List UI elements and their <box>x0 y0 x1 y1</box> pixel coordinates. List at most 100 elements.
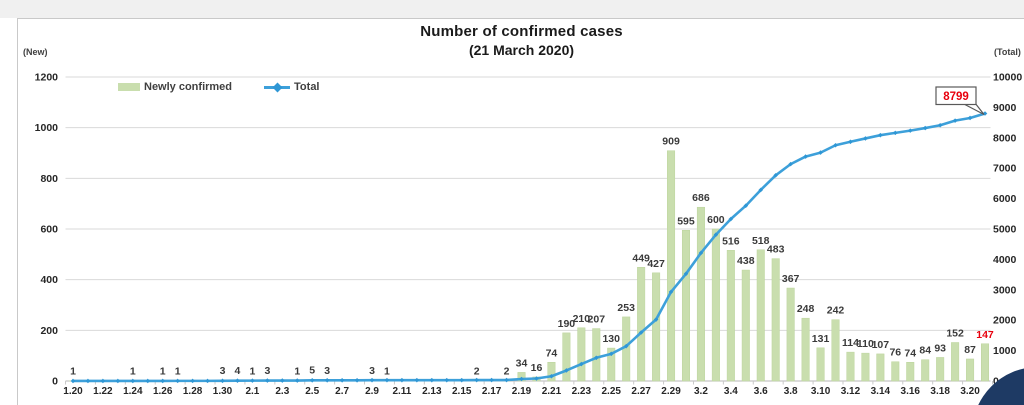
left-axis-labels: 0 200 400 600 800 1000 1200 <box>35 72 59 388</box>
legend-line-swatch-icon <box>264 80 291 94</box>
bar-label-3.4: 516 <box>722 235 740 247</box>
bar-label-2.25: 130 <box>602 333 620 345</box>
x-tick-2.3: 2.3 <box>275 386 289 397</box>
right-tick-7000: 7000 <box>993 163 1017 175</box>
x-tick-3.6: 3.6 <box>754 386 768 397</box>
bar-label-3.8: 367 <box>782 273 800 285</box>
legend-line-label: Total <box>294 81 320 93</box>
bar-label-3.9: 248 <box>797 303 815 315</box>
bar-2.27 <box>637 267 646 382</box>
bar-label-2.5: 5 <box>309 365 315 377</box>
bar-2.29 <box>667 150 676 382</box>
bar-label-2.20: 16 <box>531 362 543 374</box>
x-tick-2.13: 2.13 <box>422 386 442 397</box>
bar-label-1.24: 1 <box>130 366 136 378</box>
left-axis-unit-label: (New) <box>23 47 48 57</box>
left-tick-800: 800 <box>40 173 58 185</box>
x-tick-2.5: 2.5 <box>305 386 319 397</box>
total-callout: 8799 <box>935 86 985 116</box>
bar-3.12 <box>846 351 855 382</box>
bar-2.28 <box>652 272 661 382</box>
bar-label-3.3: 600 <box>707 214 725 226</box>
right-tick-2000: 2000 <box>993 315 1017 327</box>
bar-label-2.6: 3 <box>324 365 330 377</box>
chart-title-line2: (21 March 2020) <box>468 42 575 58</box>
x-tick-2.19: 2.19 <box>512 386 532 397</box>
bar-2.22 <box>562 332 571 382</box>
left-tick-400: 400 <box>40 274 58 286</box>
legend-bar-label: Newly confirmed <box>144 81 233 93</box>
bar-label-2.18: 2 <box>504 365 510 377</box>
x-tick-2.11: 2.11 <box>392 386 411 397</box>
legend-bar-swatch-icon <box>118 83 140 91</box>
right-axis-labels: 0100020003000400050006000700080009000100… <box>993 72 1022 388</box>
x-tick-3.18: 3.18 <box>930 386 950 397</box>
x-tick-2.25: 2.25 <box>602 386 622 397</box>
callout-value: 8799 <box>943 91 969 103</box>
bar-label-2.28: 427 <box>647 258 665 270</box>
bar-3.4 <box>726 250 735 382</box>
bar-label-2.16: 2 <box>474 365 480 377</box>
bar-3.14 <box>876 353 885 382</box>
right-tick-8000: 8000 <box>993 132 1017 144</box>
x-tick-3.8: 3.8 <box>784 386 798 397</box>
x-tick-1.30: 1.30 <box>213 386 233 397</box>
bar-3.17 <box>921 359 930 382</box>
bar-2.25 <box>607 347 616 382</box>
x-tick-2.23: 2.23 <box>572 386 592 397</box>
x-tick-1.26: 1.26 <box>153 386 173 397</box>
bar-3.9 <box>801 317 810 382</box>
bar-3.19 <box>951 342 960 382</box>
bar-3.8 <box>786 287 795 382</box>
bar-label-2.2: 3 <box>264 365 270 377</box>
bar-3.21 <box>981 343 990 382</box>
bar-label-2.19: 34 <box>516 357 528 369</box>
bar-label-3.10: 131 <box>812 333 830 345</box>
bar-label-3.18: 93 <box>934 342 946 354</box>
right-tick-9000: 9000 <box>993 102 1017 114</box>
bar-label-2.1: 1 <box>249 366 255 378</box>
bar-2.21 <box>547 362 556 382</box>
line-markers <box>70 111 988 384</box>
bar-label-2.9: 3 <box>369 365 375 377</box>
bar-label-1.26: 1 <box>160 366 166 378</box>
bar-label-3.6: 518 <box>752 235 770 247</box>
bar-label-3.2: 686 <box>692 192 710 204</box>
chart-container: Number of confirmed cases (21 March 2020… <box>17 18 1024 405</box>
left-tick-1000: 1000 <box>35 122 59 134</box>
x-tick-2.1: 2.1 <box>245 386 259 397</box>
bar-label-3.20: 87 <box>964 344 976 356</box>
bar-label-3.7: 483 <box>767 244 785 256</box>
bar-label-1.27: 1 <box>175 366 181 378</box>
bar-3.11 <box>831 319 840 382</box>
bar-label-3.1: 595 <box>677 215 695 227</box>
bar-labels: 1 1 1 1 3 4 1 3 1 5 3 3 1 2 234 16741902102071302534494… <box>70 136 994 378</box>
x-tick-1.28: 1.28 <box>183 386 203 397</box>
x-tick-2.21: 2.21 <box>542 386 562 397</box>
right-tick-5000: 5000 <box>993 224 1017 236</box>
right-tick-10000: 10000 <box>993 72 1022 84</box>
bar-3.1 <box>681 230 690 382</box>
bar-label-3.19: 152 <box>946 327 964 339</box>
bar-label-2.10: 1 <box>384 366 390 378</box>
bar-2.24 <box>592 328 601 382</box>
bar-label-2.24: 207 <box>588 314 606 326</box>
bar-label-2.27: 449 <box>632 252 650 264</box>
x-tick-3.4: 3.4 <box>724 386 738 397</box>
right-axis-unit-label: (Total) <box>994 47 1021 57</box>
x-axis-labels: 1.20 1.22 1.24 1.26 1.28 1.30 2.1 2.3 2.5 2.7 2.9 2… <box>63 386 980 397</box>
bar-label-1.20: 1 <box>70 366 76 378</box>
bar-3.18 <box>936 357 945 382</box>
x-tick-3.2: 3.2 <box>694 386 708 397</box>
bar-3.13 <box>861 352 870 382</box>
bar-3.16 <box>906 362 915 382</box>
x-tick-2.9: 2.9 <box>365 386 379 397</box>
right-tick-1000: 1000 <box>993 345 1017 357</box>
bar-3.5 <box>741 269 750 382</box>
bar-label-2.29: 909 <box>662 136 680 148</box>
x-tick-3.16: 3.16 <box>901 386 921 397</box>
bar-2.23 <box>577 327 586 382</box>
top-strip <box>0 0 1024 18</box>
bar-label-3.21: 147 <box>976 329 994 341</box>
